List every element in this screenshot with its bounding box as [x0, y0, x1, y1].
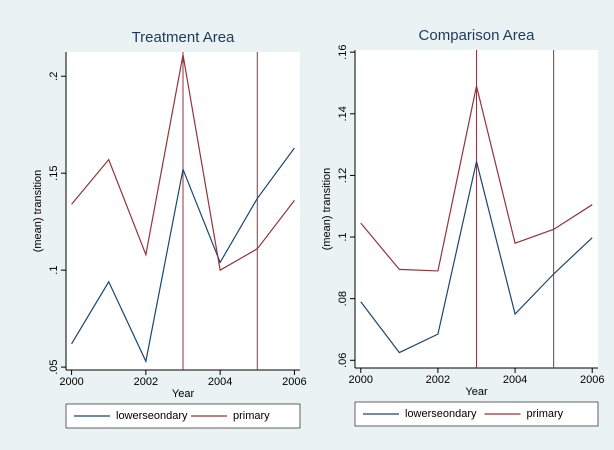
y-tick-label: .2	[48, 72, 60, 81]
x-tick-label: 2002	[426, 374, 450, 386]
legend-label: primary	[527, 408, 564, 420]
x-tick-label: 2006	[282, 376, 306, 388]
series-line	[71, 54, 295, 272]
y-tick-label: .14	[337, 106, 349, 121]
legend-label: primary	[233, 410, 270, 422]
x-tick-label: 2000	[59, 376, 83, 388]
y-tick-label: .06	[337, 353, 349, 368]
x-axis-label: Year	[465, 386, 488, 398]
y-tick-label: .08	[337, 291, 349, 306]
series-line	[71, 147, 295, 364]
y-axis-label: (mean) transition	[321, 168, 333, 251]
y-tick-label: .12	[337, 168, 349, 183]
y-tick-label: .1	[48, 266, 60, 275]
y-axis-label: (mean) transition	[32, 170, 44, 253]
x-tick-label: 2006	[580, 374, 604, 386]
series-line	[360, 161, 593, 354]
chart-title: Comparison Area	[419, 27, 536, 44]
series-line	[360, 85, 593, 272]
y-tick-label: .15	[48, 166, 60, 181]
x-tick-label: 2004	[503, 374, 527, 386]
x-tick-label: 2004	[208, 376, 232, 388]
legend-label: lowerseondary	[405, 408, 477, 420]
legend-label: lowerseondary	[116, 410, 188, 422]
x-axis-label: Year	[172, 388, 195, 400]
y-tick-label: .16	[337, 45, 349, 60]
y-tick-label: .1	[337, 232, 349, 241]
x-tick-label: 2000	[349, 374, 373, 386]
x-tick-label: 2002	[134, 376, 158, 388]
chart-title: Treatment Area	[132, 29, 235, 46]
y-tick-label: .05	[48, 359, 60, 374]
